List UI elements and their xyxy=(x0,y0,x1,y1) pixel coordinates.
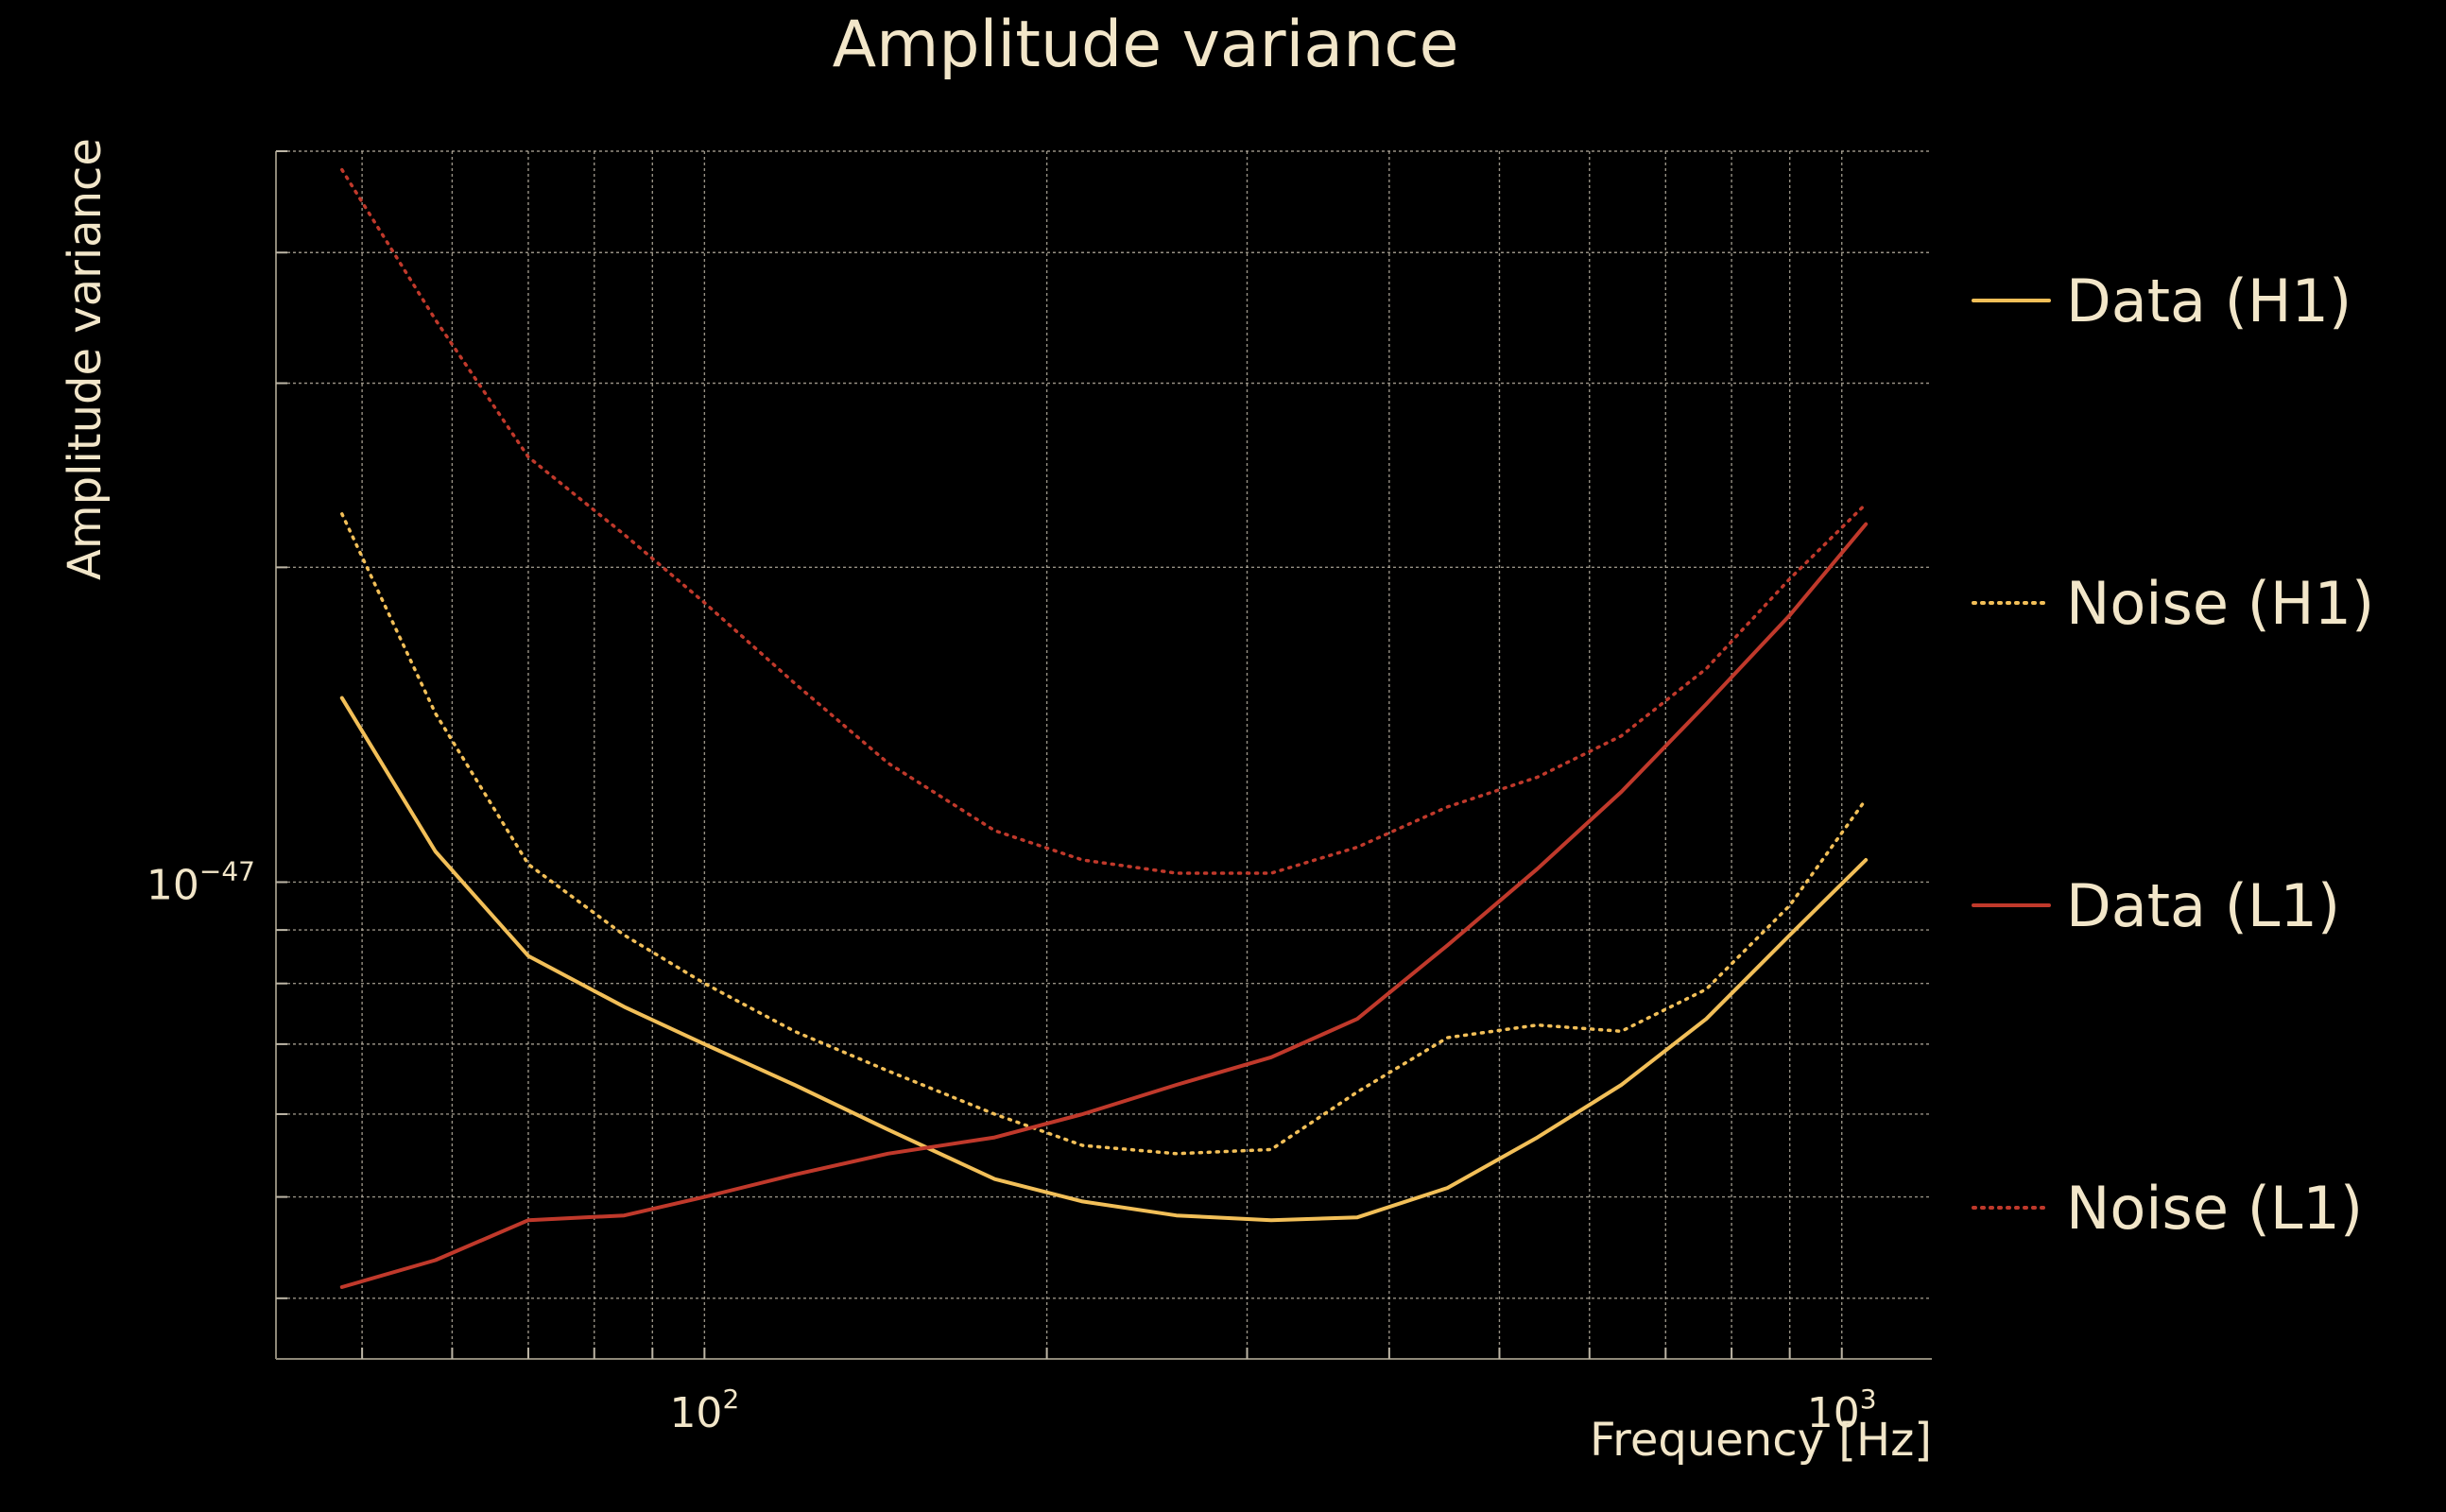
chart-title: Amplitude variance xyxy=(833,8,1459,82)
y-tick-label: 10−47 xyxy=(146,855,255,909)
legend-label-data-h1: Data (H1) xyxy=(2066,266,2351,335)
axis-ticks: 102 103 10−47 xyxy=(146,150,1877,1437)
series-line-noise-h1 xyxy=(340,512,1868,1156)
series-line-data-h1 xyxy=(339,696,1869,1223)
series-line-noise-l1 xyxy=(340,167,1868,875)
legend: Data (H1) Noise (H1) Data (L1) Noise (L1) xyxy=(1972,266,2374,1243)
series-lines xyxy=(339,167,1869,1289)
legend-label-noise-l1: Noise (L1) xyxy=(2066,1174,2363,1243)
plot-frame xyxy=(275,151,1932,1360)
y-axis-label: Amplitude variance xyxy=(59,138,112,580)
x-axis-label: Frequency [Hz] xyxy=(1590,1414,1932,1467)
legend-label-noise-h1: Noise (H1) xyxy=(2066,569,2374,638)
x-tick-label: 103 xyxy=(1807,1383,1877,1437)
series-line-data-l1 xyxy=(339,522,1869,1289)
legend-label-data-l1: Data (L1) xyxy=(2066,871,2340,940)
grid xyxy=(276,150,1932,1359)
x-tick-label: 102 xyxy=(669,1383,739,1437)
